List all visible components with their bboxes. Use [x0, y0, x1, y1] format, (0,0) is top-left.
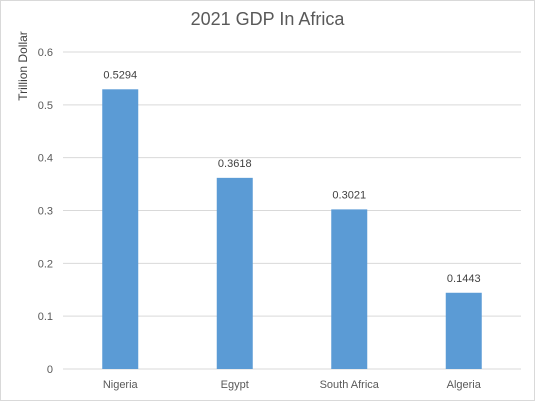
x-tick-label: Algeria — [447, 379, 482, 391]
bar — [331, 209, 368, 369]
y-tick-label: 0.3 — [38, 206, 53, 218]
x-tick-label: Nigeria — [103, 379, 139, 391]
chart-title: 2021 GDP In Africa — [190, 9, 345, 29]
data-label: 0.3618 — [218, 158, 252, 170]
y-tick-label: 0.4 — [38, 153, 53, 165]
x-tick-label: South Africa — [320, 379, 380, 391]
y-tick-label: 0.1 — [38, 311, 53, 323]
data-label: 0.5294 — [103, 69, 137, 81]
y-tick-label: 0.2 — [38, 258, 53, 270]
y-tick-label: 0.5 — [38, 100, 53, 112]
data-label: 0.1443 — [447, 273, 481, 285]
y-tick-label: 0 — [47, 364, 53, 376]
data-label: 0.3021 — [332, 189, 366, 201]
x-tick-label: Egypt — [221, 379, 249, 391]
bar — [216, 177, 253, 369]
y-tick-label: 0.6 — [38, 47, 53, 59]
bar — [445, 292, 482, 369]
bar — [102, 89, 139, 370]
